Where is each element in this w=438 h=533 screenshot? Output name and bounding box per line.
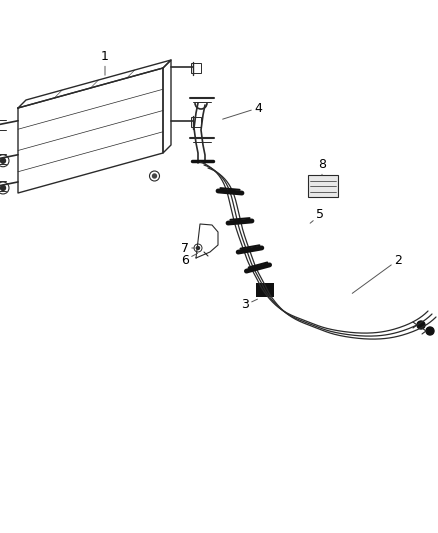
Text: 5: 5 xyxy=(310,208,324,223)
Text: 2: 2 xyxy=(352,254,402,293)
Bar xyxy=(191,63,201,73)
Text: 7: 7 xyxy=(181,241,195,254)
Bar xyxy=(256,283,274,297)
Circle shape xyxy=(417,321,425,329)
Circle shape xyxy=(197,246,199,249)
Circle shape xyxy=(0,158,6,163)
Circle shape xyxy=(152,174,156,178)
Text: 1: 1 xyxy=(101,51,109,75)
Bar xyxy=(308,175,338,197)
Text: 6: 6 xyxy=(181,253,198,266)
Text: 4: 4 xyxy=(223,101,262,119)
Bar xyxy=(191,117,201,127)
Text: 8: 8 xyxy=(318,158,326,175)
Circle shape xyxy=(0,185,6,190)
Text: 3: 3 xyxy=(241,298,258,311)
Circle shape xyxy=(426,327,434,335)
